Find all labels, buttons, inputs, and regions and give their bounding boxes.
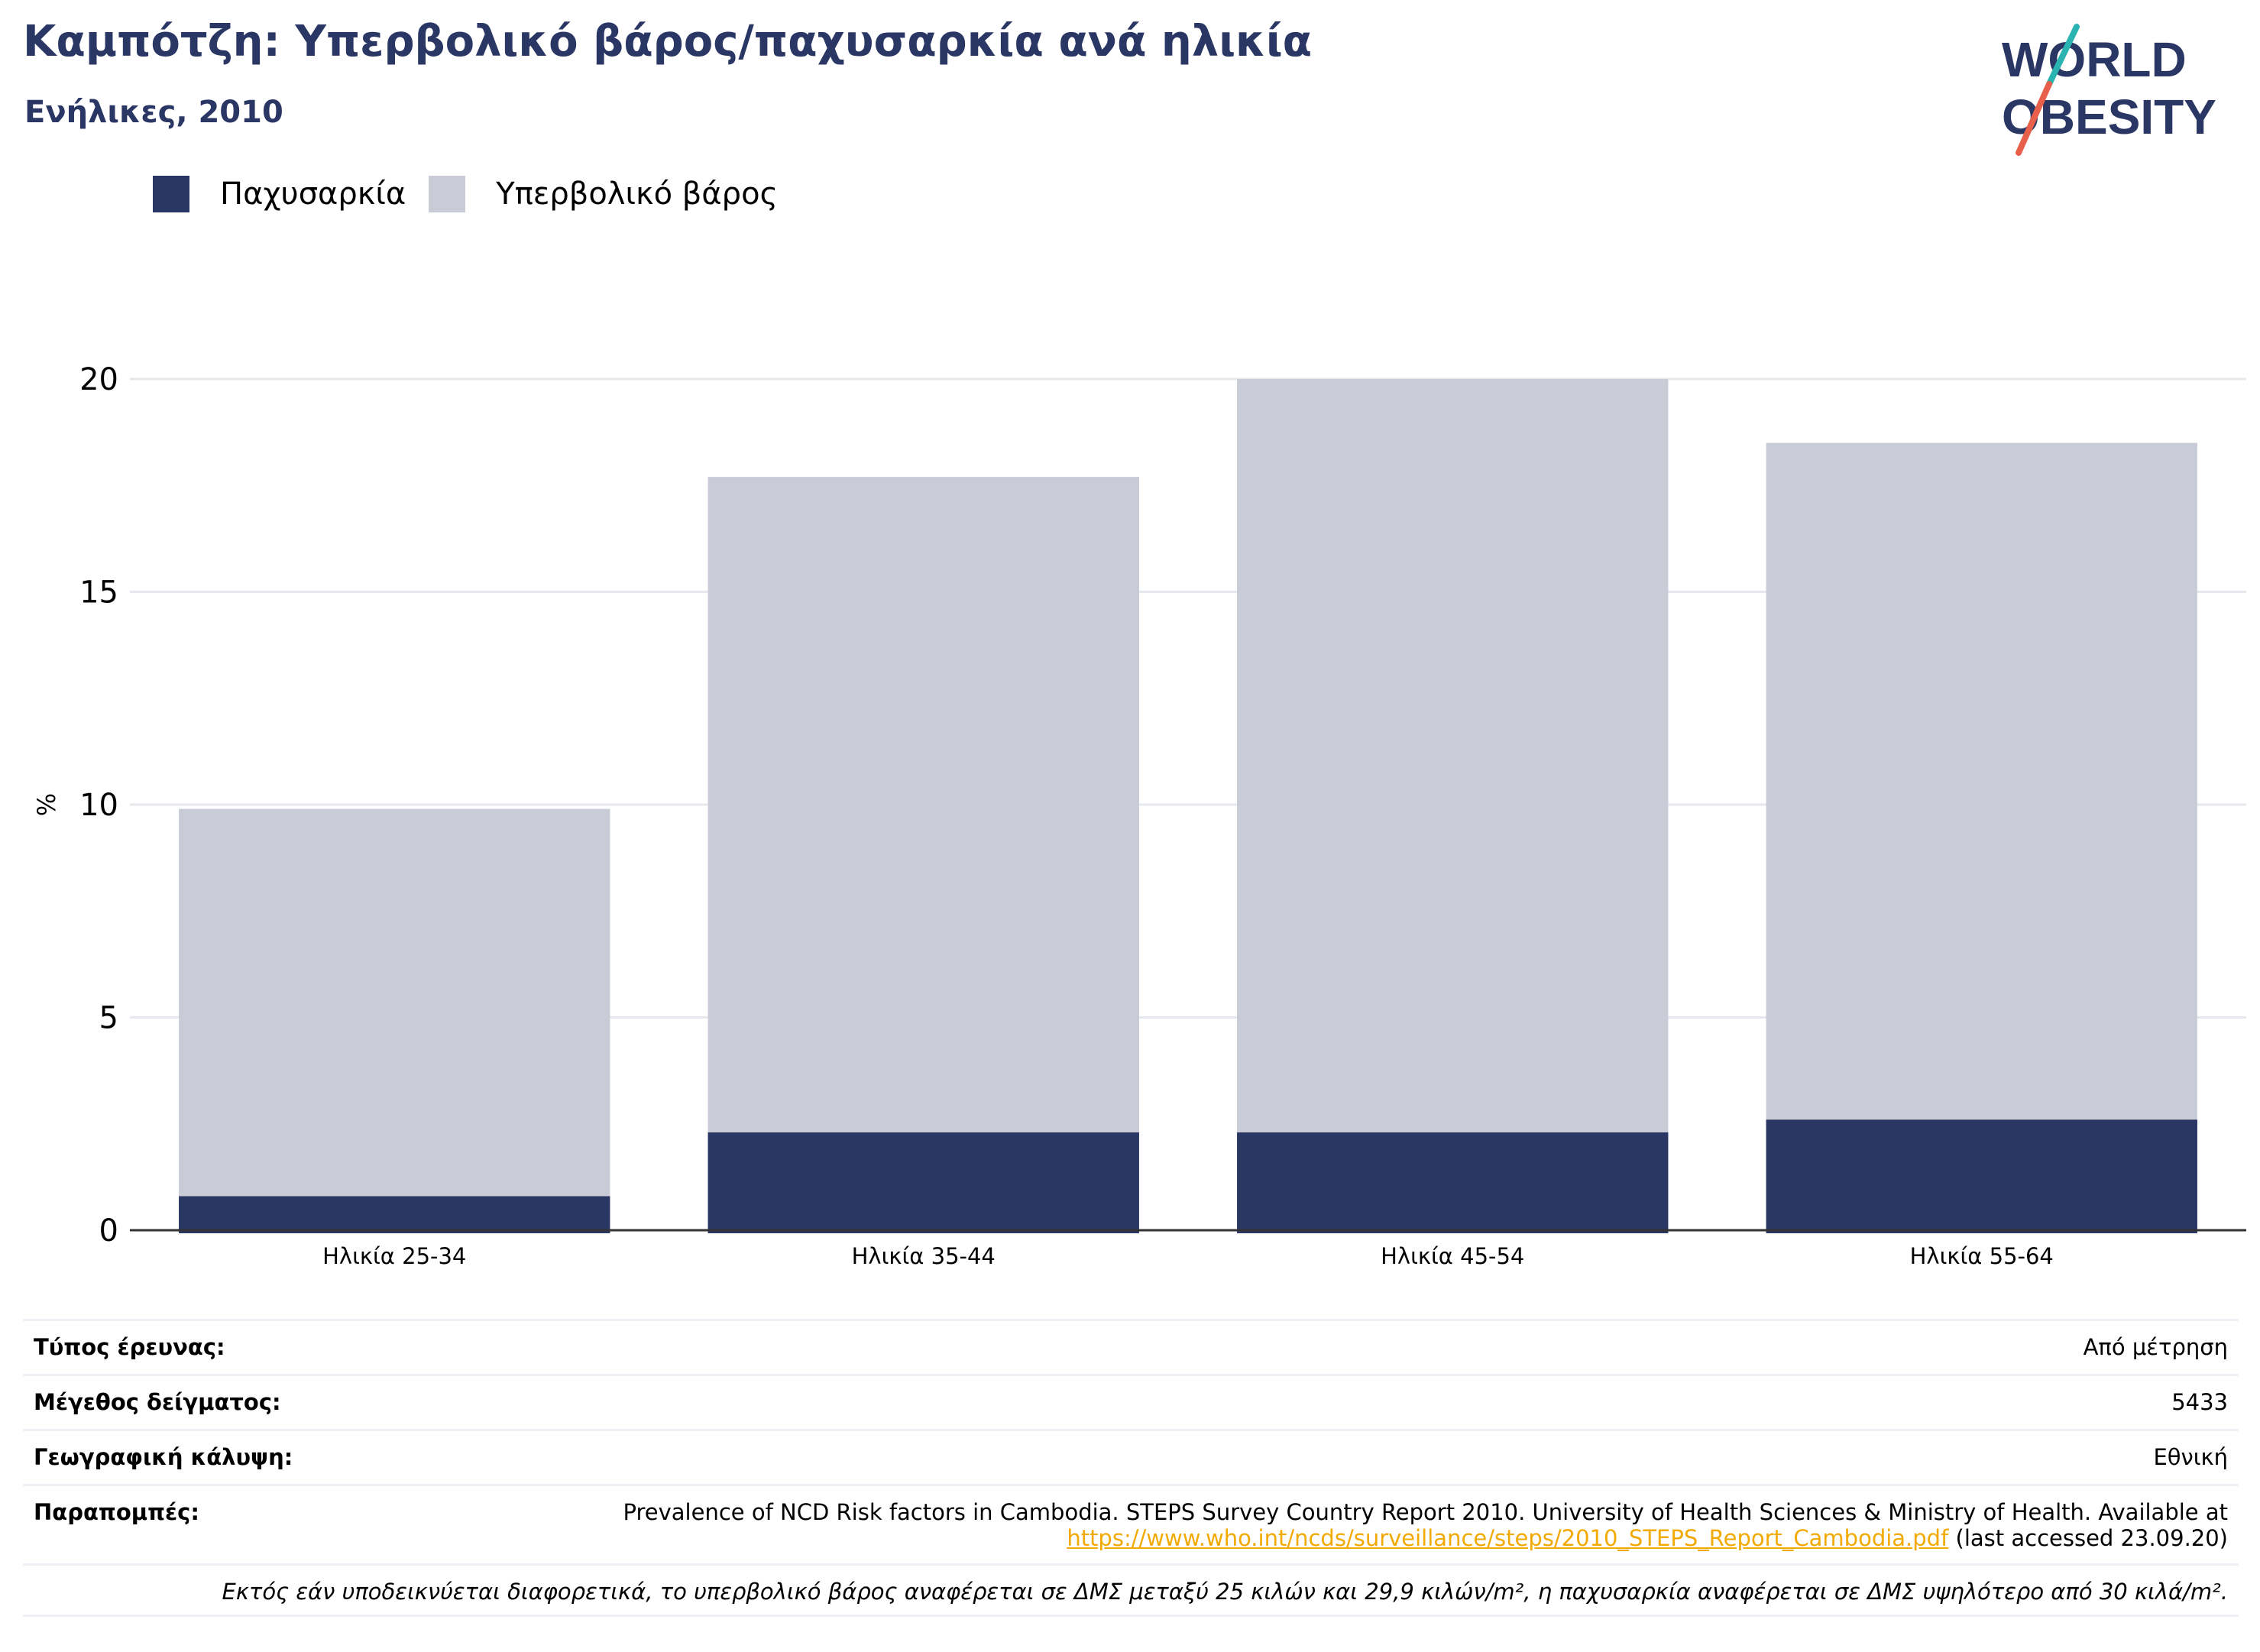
references-accessed: (last accessed 23.09.20) bbox=[1955, 1525, 2228, 1551]
y-tick-label: 15 bbox=[79, 575, 118, 611]
references-link[interactable]: https://www.who.int/ncds/surveillance/st… bbox=[1067, 1525, 1949, 1551]
x-tick-label: Ηλικία 25-34 bbox=[322, 1243, 466, 1269]
survey-type-label: Τύπος έρευνας: bbox=[34, 1334, 225, 1360]
references-value: Prevalence of NCD Risk factors in Cambod… bbox=[295, 1499, 2228, 1551]
coverage-value: Εθνική bbox=[2153, 1444, 2228, 1470]
bar-obesity-1 bbox=[179, 1196, 610, 1233]
coverage-label: Γεωγραφική κάλυψη: bbox=[34, 1444, 293, 1470]
y-axis-label: % bbox=[32, 793, 61, 816]
survey-type-value: Από μέτρηση bbox=[2083, 1334, 2228, 1360]
bar-overweight-3 bbox=[1237, 379, 1669, 1132]
survey-info-table: Τύπος έρευνας: Από μέτρηση Μέγεθος δείγμ… bbox=[23, 1319, 2239, 1617]
legend-item-overweight: Υπερβολικό βάρος bbox=[429, 176, 778, 212]
legend-swatch-obesity bbox=[153, 176, 189, 212]
legend-item-obesity: Παχυσαρκία bbox=[153, 176, 406, 212]
chart-subtitle: Ενήλικες, 2010 bbox=[24, 95, 283, 130]
info-row-sample-size: Μέγεθος δείγματος: 5433 bbox=[23, 1374, 2239, 1429]
legend-swatch-overweight bbox=[429, 176, 466, 212]
bar-overweight-1 bbox=[179, 808, 610, 1197]
bar-overweight-4 bbox=[1766, 442, 2197, 1120]
x-tick-label: Ηλικία 45-54 bbox=[1381, 1243, 1524, 1269]
x-tick-label: Ηλικία 55-64 bbox=[1910, 1243, 2054, 1269]
chart-legend: Παχυσαρκία Υπερβολικό βάρος bbox=[153, 176, 801, 212]
logo-slash-coral bbox=[2016, 81, 2052, 156]
references-label: Παραπομπές: bbox=[34, 1499, 199, 1525]
bar-overweight-2 bbox=[707, 477, 1139, 1132]
legend-label-overweight: Υπερβολικό βάρος bbox=[496, 177, 779, 212]
bar-obesity-4 bbox=[1766, 1119, 2197, 1233]
world-obesity-logo: WORLD OBESITY bbox=[2002, 24, 2216, 156]
logo-slash-teal bbox=[2046, 24, 2080, 87]
y-tick-label: 10 bbox=[79, 788, 118, 823]
stacked-bar-chart: 0 5 10 15 20% Ηλικία 25-34 Ηλικία 35-44 Ηλικία … bbox=[32, 362, 2246, 1269]
y-tick-label: 20 bbox=[79, 362, 118, 397]
x-tick-label: Ηλικία 35-44 bbox=[852, 1243, 996, 1269]
bar-obesity-2 bbox=[707, 1132, 1139, 1233]
references-text: Prevalence of NCD Risk factors in Cambod… bbox=[623, 1499, 2228, 1525]
info-row-coverage: Γεωγραφική κάλυψη: Εθνική bbox=[23, 1429, 2239, 1484]
bar-obesity-3 bbox=[1237, 1132, 1669, 1233]
info-row-survey-type: Τύπος έρευνας: Από μέτρηση bbox=[23, 1319, 2239, 1374]
sample-size-label: Μέγεθος δείγματος: bbox=[34, 1389, 281, 1415]
info-row-references: Παραπομπές: Prevalence of NCD Risk facto… bbox=[23, 1484, 2239, 1563]
logo-line1: WORLD bbox=[2002, 32, 2187, 87]
chart-title: Καμπότζη: Υπερβολικό βάρος/παχυσαρκία αν… bbox=[23, 17, 1313, 66]
sample-size-value: 5433 bbox=[2171, 1389, 2228, 1415]
definition-note: Εκτός εάν υποδεικνύεται διαφορετικά, το … bbox=[222, 1579, 2229, 1605]
legend-label-obesity: Παχυσαρκία bbox=[220, 177, 406, 212]
info-row-note: Εκτός εάν υποδεικνύεται διαφορετικά, το … bbox=[23, 1563, 2239, 1617]
y-tick-label: 0 bbox=[99, 1213, 118, 1249]
y-tick-label: 5 bbox=[99, 1001, 118, 1036]
